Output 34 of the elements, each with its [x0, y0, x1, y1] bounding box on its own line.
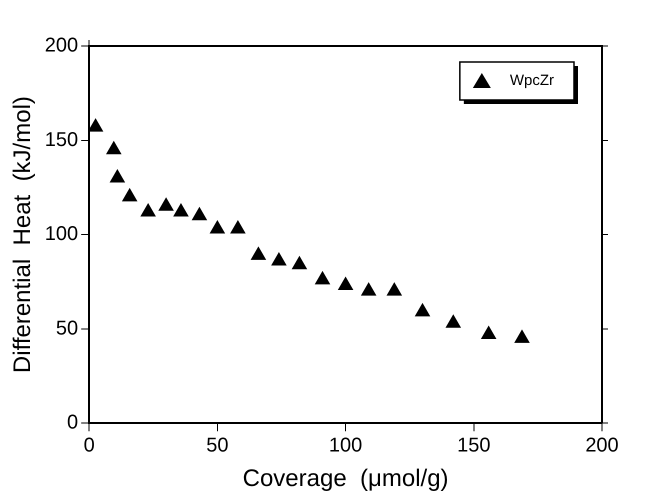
x-axis-title: Coverage (μmol/g)	[242, 465, 449, 492]
point	[158, 198, 174, 211]
point	[174, 203, 188, 216]
point	[192, 207, 207, 220]
point	[250, 246, 266, 260]
y-tick-label: 150	[44, 128, 78, 151]
point	[230, 220, 246, 234]
point	[140, 203, 156, 216]
point	[106, 141, 122, 154]
point	[386, 282, 402, 296]
x-tick-label: 200	[585, 434, 619, 457]
y-axis-title: Differential Heat (kJ/mol)	[9, 96, 36, 374]
point	[315, 271, 330, 284]
point	[89, 118, 104, 132]
point	[415, 303, 430, 316]
point	[481, 326, 496, 340]
point	[338, 277, 354, 290]
point	[446, 314, 461, 328]
y-tick-label: 50	[56, 317, 78, 340]
x-tick-label: 0	[84, 434, 95, 457]
point	[110, 170, 125, 183]
legend-label: WpcZr	[510, 72, 554, 90]
y-tick-label: 0	[67, 412, 78, 434]
point	[271, 252, 286, 266]
x-tick-label: 100	[328, 434, 362, 457]
x-tick-label: 50	[206, 434, 228, 457]
y-tick-label: 100	[44, 223, 78, 246]
x-tick-label: 150	[457, 434, 490, 457]
point	[514, 330, 530, 343]
point	[210, 220, 225, 234]
point	[122, 188, 138, 202]
point	[292, 256, 307, 270]
point	[361, 282, 376, 296]
y-tick-label: 200	[44, 34, 78, 57]
